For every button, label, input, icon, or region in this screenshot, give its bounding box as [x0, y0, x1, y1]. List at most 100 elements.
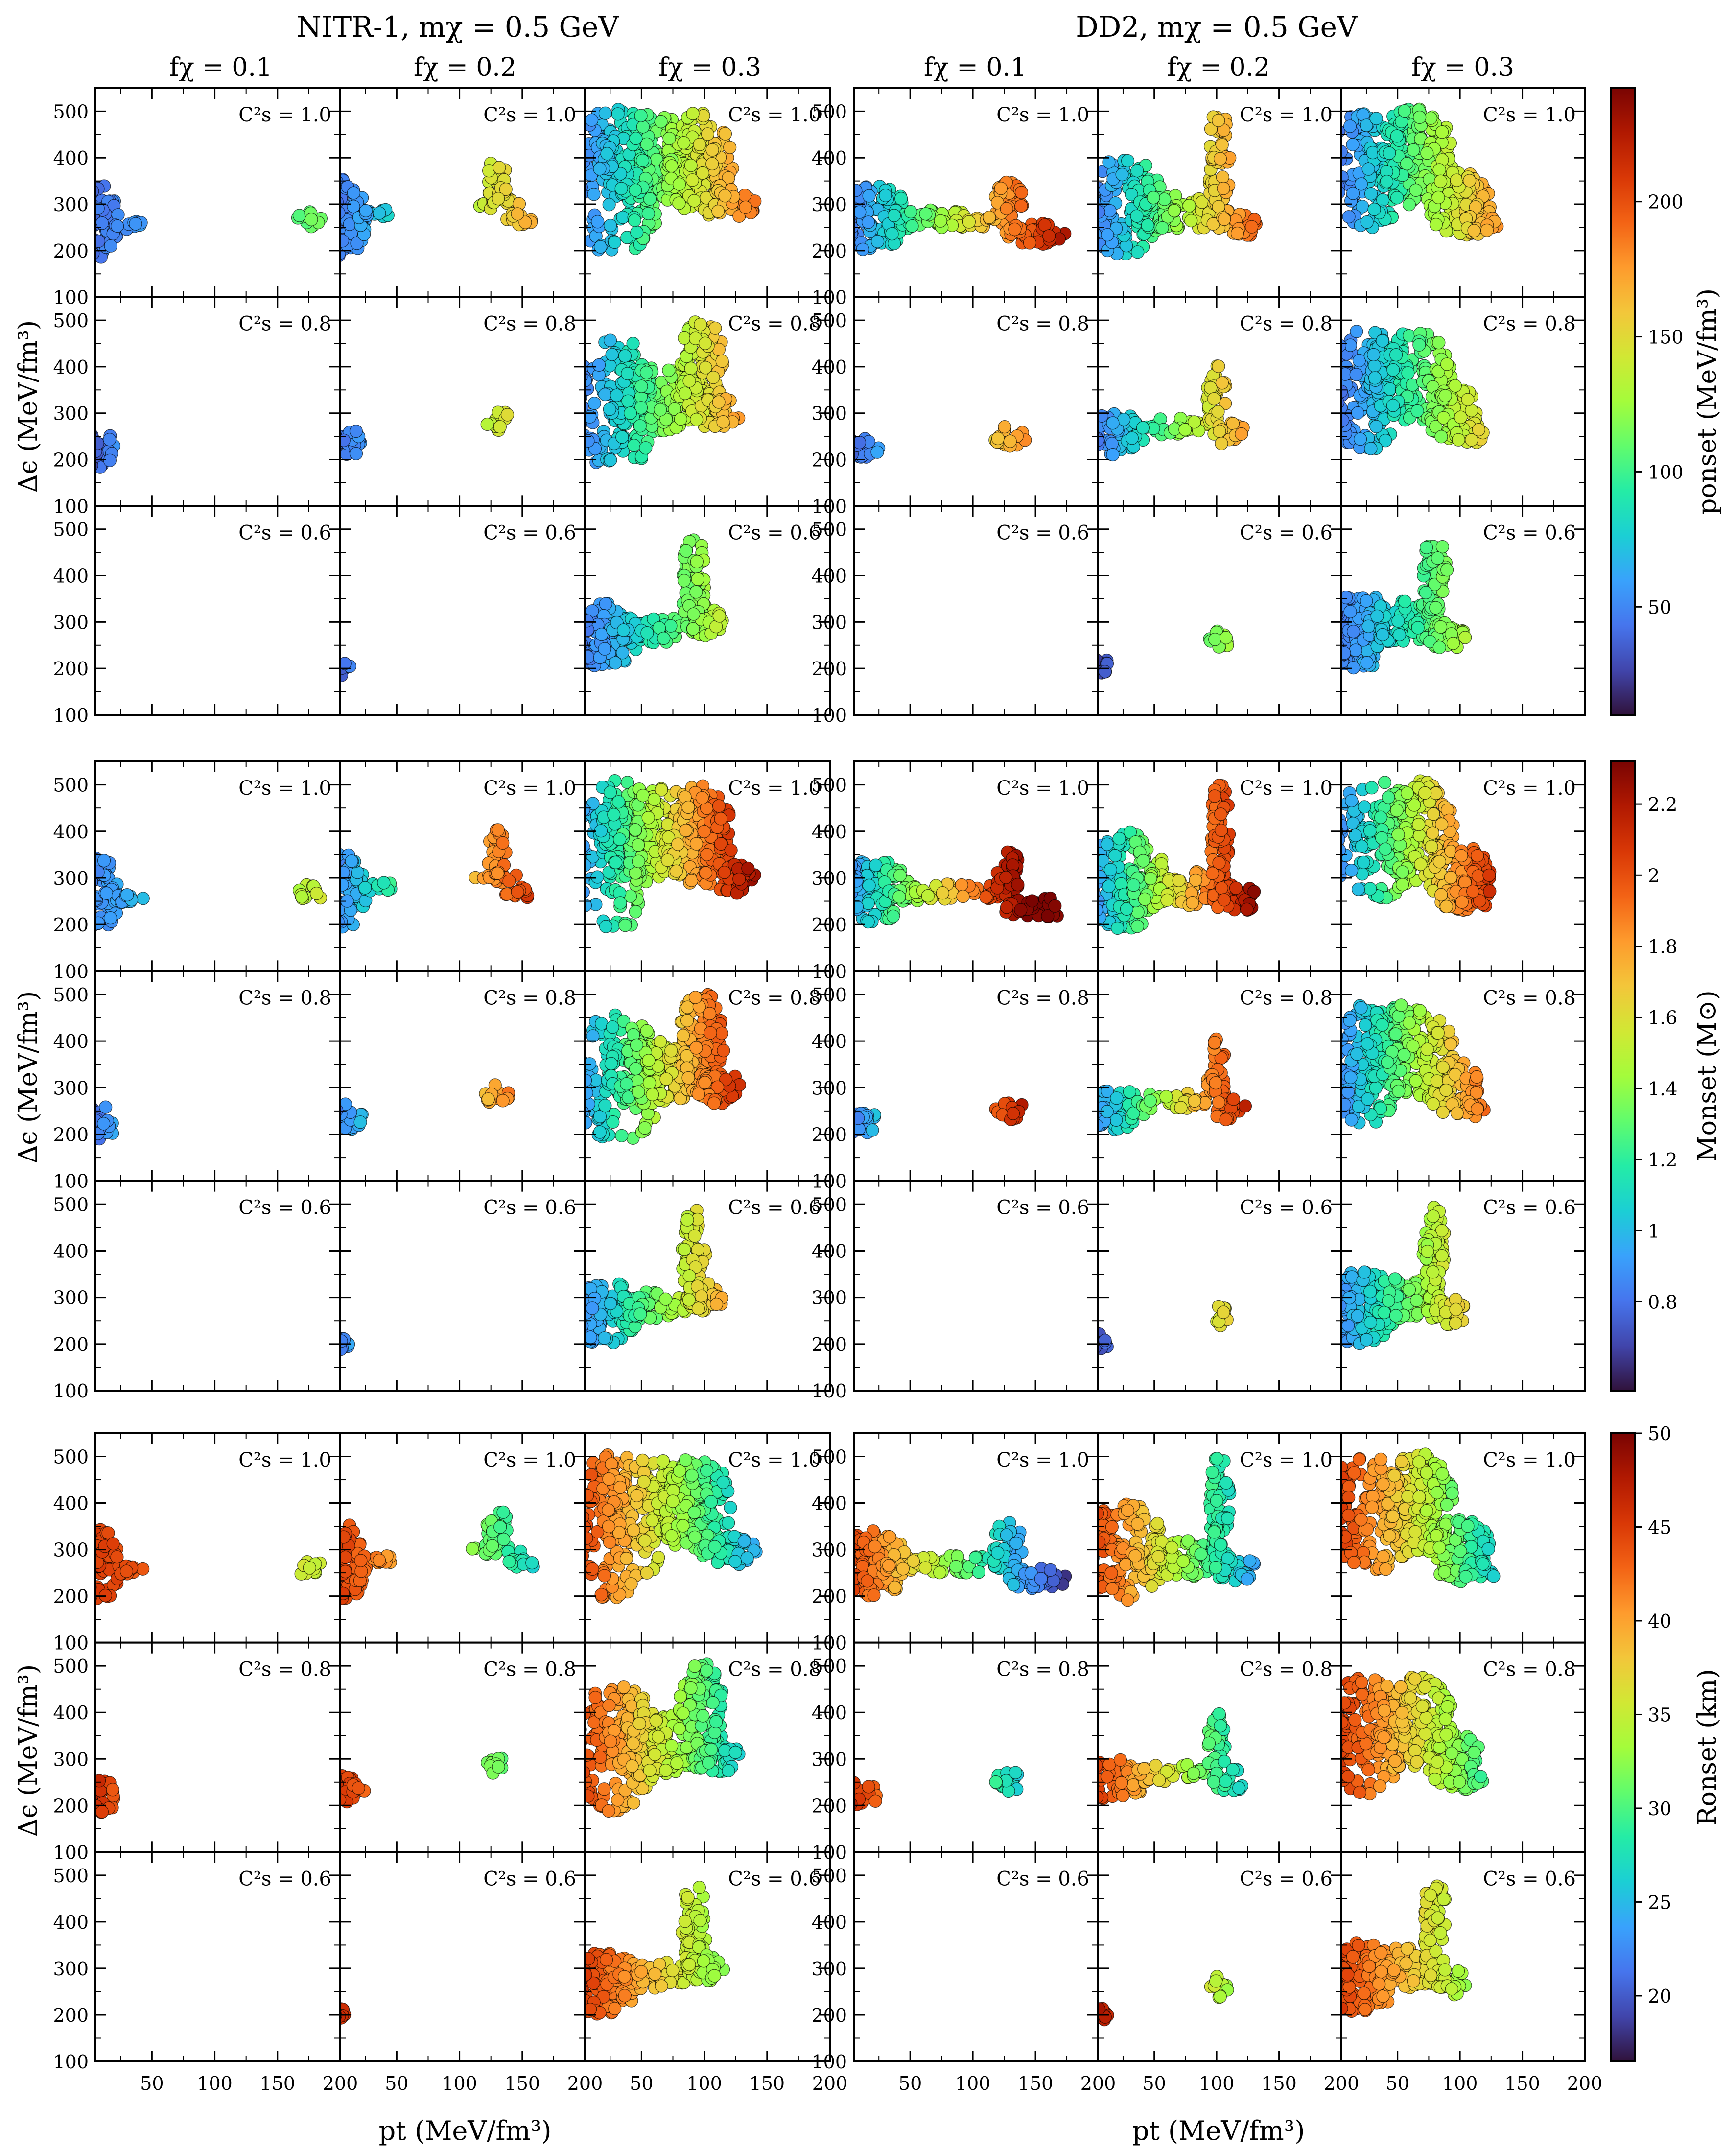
panel-background [1098, 506, 1341, 715]
scatter-point [1215, 437, 1228, 450]
scatter-point [76, 216, 89, 229]
cs2-label: C²s = 1.0 [238, 104, 331, 126]
scatter-point [706, 371, 720, 384]
scatter-point [1350, 325, 1363, 338]
scatter-point [854, 184, 863, 197]
scatter-point [708, 321, 722, 335]
y-tick-label: 400 [53, 356, 89, 378]
panel-dd2-b1-r3-c1: C²s = 0.6 100 200 300 400 500 [811, 505, 1099, 726]
scatter-point [1390, 191, 1404, 205]
scatter-point [1351, 406, 1364, 420]
scatter-point [1347, 661, 1361, 675]
cs2-label: C²s = 1.0 [483, 777, 576, 800]
scatter-point [998, 420, 1011, 434]
scatter-point [835, 224, 848, 237]
y-tick-label: 500 [53, 519, 89, 541]
scatter-point [621, 394, 635, 408]
scatter-point [1101, 228, 1114, 242]
y-tick-label: 400 [53, 821, 89, 843]
scatter-point [593, 240, 608, 254]
scatter-point [854, 205, 867, 219]
scatter-point [1432, 336, 1446, 350]
scatter-point [598, 106, 612, 120]
scatter-point [621, 776, 634, 789]
scatter-point [835, 228, 847, 240]
panel-nitr-b1-r1-c2: C²s = 1.0 [339, 87, 586, 298]
scatter-point [629, 183, 642, 197]
scatter-point [78, 888, 91, 901]
column-title-dd2-3: fχ = 0.3 [1411, 53, 1514, 82]
scatter-point [662, 363, 676, 377]
panel-background [95, 1181, 340, 1391]
scatter-point [680, 544, 693, 558]
scatter-point [609, 855, 623, 870]
scatter-point [640, 626, 654, 640]
scatter-point [492, 192, 505, 206]
scatter-point [657, 631, 671, 645]
scatter-point [696, 166, 710, 180]
scatter-point [647, 793, 661, 806]
panel-nitr-b2-r1-c2: C²s = 1.0 [339, 760, 586, 972]
y-tick-label: 100 [53, 705, 89, 726]
scatter-point [1419, 586, 1433, 599]
panel-nitr-b1-r3-c2: C²s = 0.6 [339, 505, 586, 716]
scatter-point [686, 622, 700, 636]
scatter-point [632, 854, 645, 868]
scatter-point [75, 902, 88, 915]
y-tick-label: 300 [53, 403, 89, 425]
y-tick-label: 200 [53, 240, 89, 262]
scatter-point [1235, 427, 1248, 441]
scatter-points [95, 1100, 119, 1146]
scatter-point [1368, 371, 1382, 385]
scatter-point [690, 413, 704, 426]
ylabel-block-3: Δϵ (MeV/fm³) [14, 1664, 43, 1837]
scatter-points [340, 157, 538, 262]
scatter-point [1401, 366, 1415, 380]
scatter-point [1130, 209, 1144, 223]
scatter-point [634, 109, 648, 122]
scatter-points [1341, 325, 1490, 455]
cs2-label: C²s = 1.0 [996, 104, 1089, 126]
scatter-point [1014, 199, 1028, 213]
scatter-point [1410, 404, 1424, 418]
scatter-point [1472, 423, 1485, 437]
scatter-point [698, 336, 712, 350]
scatter-point [1383, 146, 1396, 160]
scatter-point [1360, 215, 1374, 229]
scatter-point [1360, 594, 1373, 608]
scatter-point [78, 226, 91, 239]
scatter-points [854, 420, 1032, 464]
scatter-point [1452, 433, 1465, 447]
scatter-point [1136, 421, 1150, 435]
scatter-point [129, 217, 142, 231]
scatter-point [634, 401, 648, 415]
scatter-point [1413, 110, 1427, 124]
scatter-point [641, 811, 655, 825]
y-tick-label: 100 [53, 496, 89, 517]
scatter-point [1008, 222, 1022, 236]
scatter-point [904, 205, 918, 219]
scatter-point [104, 239, 117, 253]
scatter-point [350, 237, 364, 250]
scatter-point [1435, 540, 1449, 554]
y-tick-label: 200 [811, 658, 847, 680]
scatter-point [1155, 221, 1169, 235]
scatter-point [97, 1117, 111, 1131]
scatter-point [654, 115, 668, 128]
scatter-point [1245, 220, 1259, 234]
y-tick-label: 300 [53, 868, 89, 889]
scatter-points [585, 533, 729, 672]
scatter-point [1213, 152, 1227, 166]
scatter-point [1423, 635, 1437, 648]
panel-dd2-b1-r2-c2: C²s = 0.8 [1097, 296, 1342, 507]
scatter-point [103, 911, 117, 925]
y-tick-label: 300 [53, 194, 89, 215]
scatter-point [1407, 143, 1420, 157]
y-tick-label: 500 [53, 984, 89, 1006]
scatter-point [590, 870, 604, 884]
scatter-point [604, 218, 617, 233]
scatter-point [701, 127, 715, 141]
scatter-point [1438, 389, 1452, 402]
scatter-points [585, 315, 746, 469]
y-tick-label: 400 [53, 566, 89, 587]
